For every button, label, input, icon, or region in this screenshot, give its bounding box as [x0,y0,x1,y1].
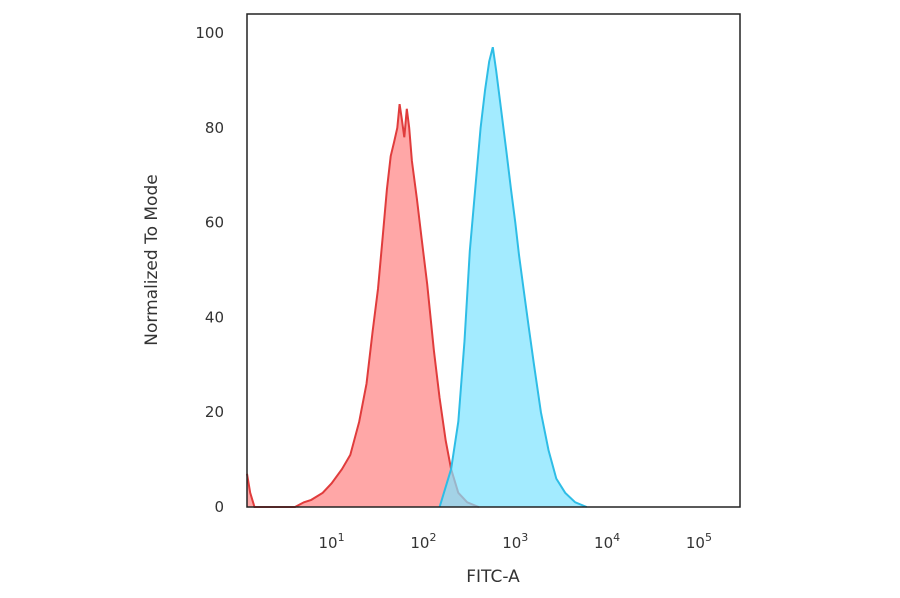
x-tick-label: 105 [686,531,712,552]
y-tick-label: 20 [205,403,224,421]
series-layer [246,46,588,508]
y-tick-label: 0 [214,498,224,516]
series-1-line [246,103,480,508]
x-axis-title: FITC-A [466,567,520,587]
y-tick-label: 80 [205,119,224,137]
x-axis: 101 102 103 104 105 [319,531,712,552]
x-tick-label: 102 [410,531,436,552]
y-tick-label: 40 [205,308,224,326]
x-tick-label: 101 [319,531,345,552]
x-tick-label: 104 [594,531,620,552]
x-tick-label: 103 [502,531,528,552]
plot-frame [246,13,741,508]
y-axis: 0 20 40 60 80 100 [195,24,224,516]
y-axis-title: Normalized To Mode [142,174,162,345]
series-2-area [439,47,587,507]
series-2-line [438,46,588,508]
y-tick-label: 100 [195,24,224,42]
y-tick-label: 60 [205,214,224,232]
series-1-area [247,104,479,507]
